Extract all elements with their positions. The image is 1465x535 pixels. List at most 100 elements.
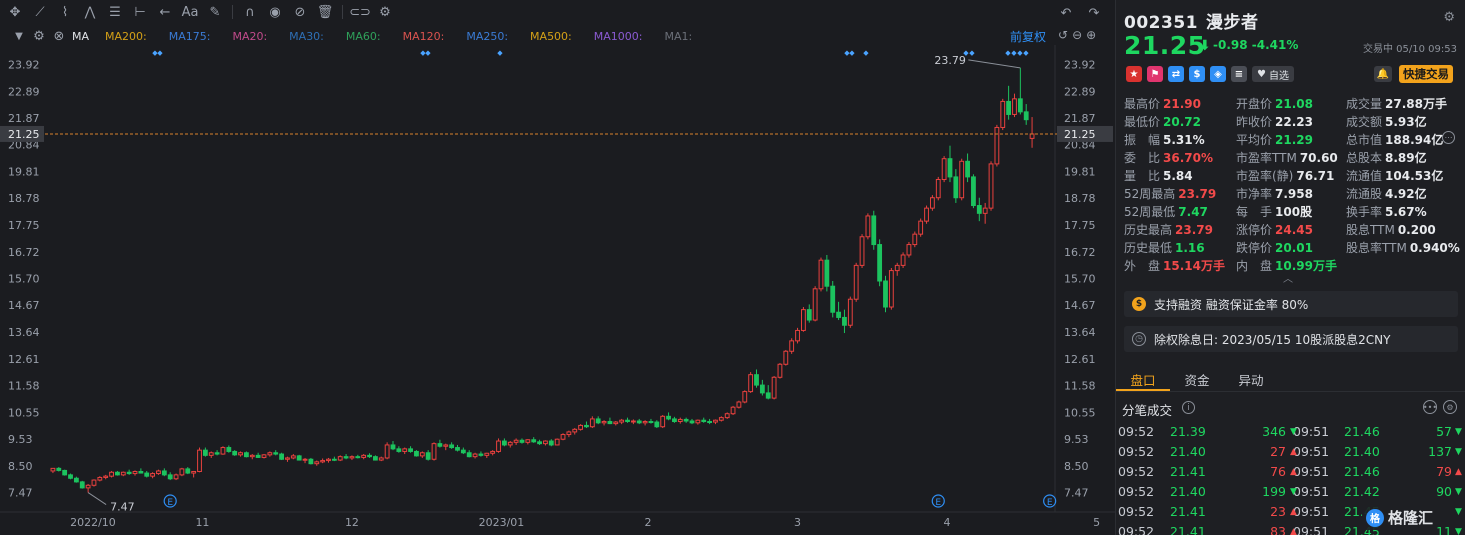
tick-t1: 09:52 (1118, 424, 1155, 439)
watch-label: 自选 (1268, 70, 1289, 82)
tick-t1: 09:52 (1118, 524, 1155, 535)
tick-t2: 09:51 (1293, 464, 1330, 479)
ma-item[interactable]: MA1000: (593, 29, 643, 43)
more-info-icon[interactable]: ⋯ (1442, 131, 1455, 144)
chart-pane: 23.92 23.92 22.89 22.89 21.87 21.87 20.84 20.84… (0, 0, 1115, 535)
zoom-out-icon[interactable]: ⊖ (1072, 28, 1083, 42)
candle-body (959, 160, 965, 199)
trash-icon[interactable]: 🗑 (316, 4, 334, 20)
event-marker-icon (931, 494, 945, 508)
candle-body (490, 450, 496, 454)
tab-0[interactable]: 盘口 (1116, 366, 1170, 391)
stat-value: 7.958 (1275, 187, 1313, 201)
ma-item[interactable]: MA200: (105, 29, 147, 43)
candle-body (806, 309, 812, 321)
candle-body (425, 452, 431, 460)
link-icon[interactable]: ⊂⊃ (349, 4, 371, 20)
line-icon[interactable]: ⟋ (35, 4, 45, 20)
candle-body (290, 455, 296, 459)
tick-list[interactable]: 09:52 21.39 346 09:51 21.46 57 ▼ ▼ 09:52 21.40 27 0… (1116, 423, 1465, 535)
magnet-icon[interactable]: ∩ (245, 4, 255, 20)
document-icon[interactable]: ≡ (1231, 66, 1247, 82)
polyline-icon[interactable]: ⌇ (61, 4, 69, 20)
arrow-icon[interactable]: ← (159, 4, 171, 20)
ma-item[interactable]: MA120: (402, 29, 445, 43)
y-tick-label-right: 10.55 (1064, 406, 1096, 419)
stat-value: 188.94亿 (1385, 133, 1444, 147)
runner-icon[interactable]: ⚑ (1147, 66, 1163, 82)
stat-value: 76.71 (1296, 169, 1335, 183)
reset-icon[interactable]: ↺ (1058, 28, 1069, 42)
candle-body (759, 384, 765, 394)
indicator-settings-icon[interactable]: ⚙ (33, 28, 45, 44)
shuffle-icon[interactable]: ⇄ (1168, 66, 1184, 82)
tick-v2: 79 (1436, 464, 1452, 479)
y-tick-label-right: 23.92 (1064, 58, 1096, 71)
zoom-in-icon[interactable]: ⊕ (1086, 28, 1097, 42)
candle-body (314, 461, 320, 465)
expand-caret-icon[interactable]: ︿ (1283, 274, 1293, 285)
candle-body (1012, 98, 1017, 115)
current-price-label-right: 21.25 (1064, 128, 1096, 141)
low-annotation-line (87, 492, 107, 505)
candle-body (742, 391, 748, 403)
measure-icon[interactable]: ⊢ (134, 4, 146, 20)
hide-icon[interactable]: ⊘ (294, 4, 306, 20)
wave-icon[interactable]: ⋀ (84, 4, 96, 20)
candle-body (79, 481, 85, 489)
settings-icon[interactable]: ⚙ (1443, 10, 1455, 25)
text-icon[interactable]: Aa (181, 4, 199, 20)
tab-1[interactable]: 资金 (1184, 373, 1210, 388)
candle-body (824, 259, 830, 287)
ma-item[interactable]: MA175: (168, 29, 211, 43)
settings-icon[interactable]: ⚙ (379, 4, 391, 20)
x-tick-label: 2023/01 (479, 516, 525, 529)
ma-item[interactable]: MA20: (232, 29, 268, 43)
dollar-icon[interactable]: $ (1189, 66, 1205, 82)
ma-item[interactable]: MA60: (345, 29, 381, 43)
settings-icon[interactable]: ⚙ (1443, 400, 1457, 414)
add-watchlist-button[interactable]: ♥ 自选 (1252, 66, 1294, 82)
tick-row: 09:52 21.40 199 09:51 21.42 90 ▼ ▼ (1116, 483, 1465, 503)
more-icon[interactable]: ••• (1423, 400, 1437, 414)
pen-icon[interactable]: ✎ (209, 4, 221, 20)
stat-row: 振 幅 5.31% 平均价 21.29 总市值 188.94亿 (1124, 131, 1464, 149)
candle-body (378, 457, 384, 461)
stat-value: 20.01 (1275, 241, 1313, 255)
price-adjust-toggle[interactable]: 前复权 (1010, 30, 1047, 44)
candle-body (718, 417, 724, 421)
down-arrow-icon: ▼ (1455, 427, 1462, 437)
undo-icon[interactable]: ↶ (1060, 5, 1072, 21)
indicator-close-icon[interactable]: ⊗ (53, 28, 65, 44)
tab-2[interactable]: 异动 (1238, 373, 1264, 388)
ma-item[interactable]: MA250: (466, 29, 509, 43)
stat-value: 5.31% (1163, 133, 1205, 147)
margin-info-card[interactable]: $ 支持融资 融资保证金率 80% (1124, 291, 1458, 317)
redo-icon[interactable]: ↷ (1088, 5, 1100, 21)
bell-icon[interactable]: 🔔 (1374, 66, 1392, 82)
eye-icon[interactable]: ◉ (269, 4, 281, 20)
candle-body (713, 419, 718, 423)
tick-p2: 21.40 (1344, 444, 1380, 459)
ma-item[interactable]: MA30: (289, 29, 324, 43)
move-icon[interactable]: ✥ (9, 4, 21, 20)
quick-trade-button[interactable]: 快捷交易 (1399, 65, 1453, 83)
down-arrow-icon: ▼ (1290, 487, 1297, 497)
dividend-info-card[interactable]: ◷ 除权除息日: 2023/05/15 10股派股息2CNY (1124, 326, 1458, 352)
ma-item[interactable]: MA500: (530, 29, 572, 43)
candle-body (173, 474, 179, 480)
tag-icon[interactable]: ◈ (1210, 66, 1226, 82)
candle-body (736, 401, 742, 408)
low-annotation: 7.47 (110, 501, 135, 514)
ma-label[interactable]: MA (72, 29, 90, 43)
fib-icon[interactable]: ☰ (109, 4, 121, 20)
collapse-icon[interactable]: ▼ (15, 30, 23, 42)
ma-item[interactable]: MA1: (664, 29, 693, 43)
marker-diamond-icon: ◆ (1023, 49, 1029, 57)
china-flag-icon: ★ (1126, 66, 1142, 82)
info-icon[interactable]: i (1182, 401, 1195, 414)
tick-t1: 09:52 (1118, 504, 1155, 519)
stat-label: 最高价 (1124, 97, 1161, 111)
stat-label: 股息率TTM (1346, 241, 1407, 255)
